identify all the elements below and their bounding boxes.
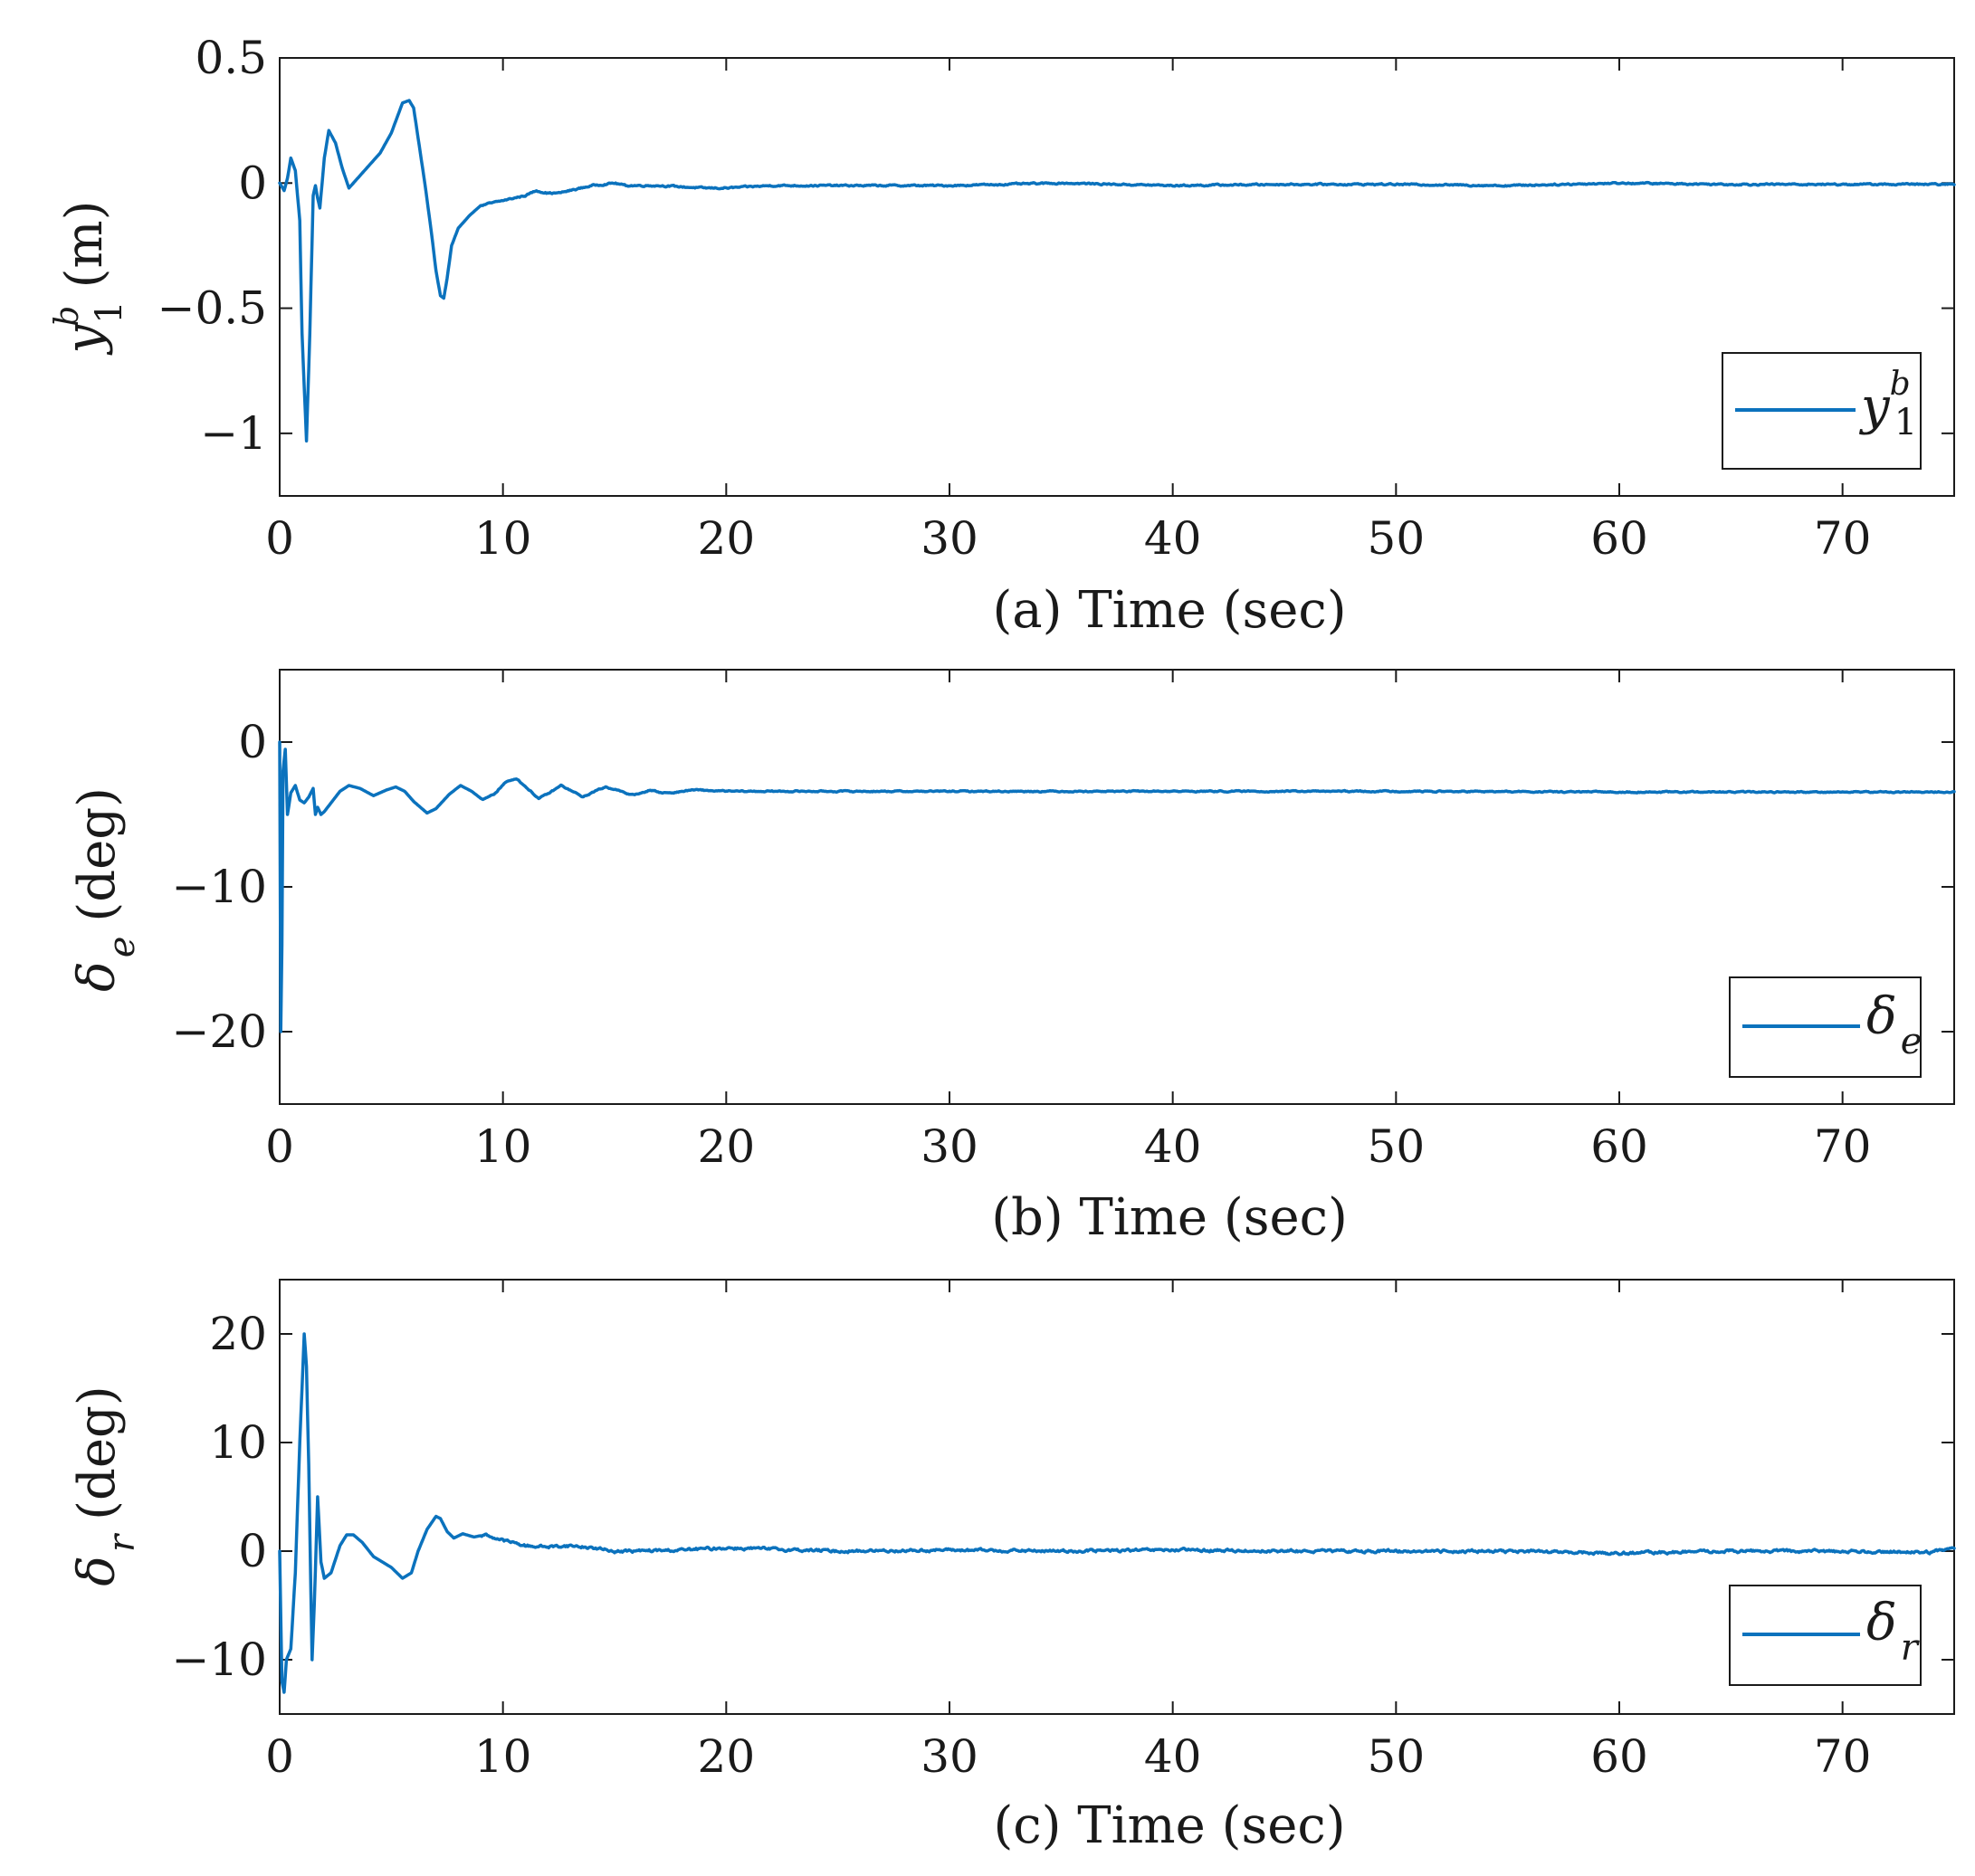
legend-superscript-a: b: [1890, 366, 1911, 403]
y-axis-subscript-a: 1: [89, 300, 130, 323]
y-axis-symbol-c: δ: [68, 1556, 127, 1586]
y-tick-label-c-3: −10: [171, 1633, 267, 1686]
y-tick-label-a-1: 0: [238, 157, 267, 209]
y-axis-unit-a: (m): [55, 201, 114, 289]
x-tick-label-c-40: 40: [1144, 1730, 1202, 1783]
y-axis-subscript-c: r: [101, 1532, 143, 1552]
y-axis-unit-b: (deg): [68, 787, 127, 922]
legend-label-a: yb 1: [1858, 366, 1917, 443]
x-tick-label-b-10: 10: [474, 1120, 532, 1173]
x-tick-label-b-50: 50: [1368, 1120, 1426, 1173]
x-tick-label-b-60: 60: [1590, 1120, 1648, 1173]
y-tick-label-a-0: 0.5: [195, 32, 267, 84]
y-ticks-c: 20 10 0 −10: [171, 1308, 1954, 1686]
x-tick-label-a-40: 40: [1144, 512, 1202, 565]
y-axis-label-c: δr (deg): [68, 1386, 143, 1586]
legend-subscript-a: 1: [1894, 402, 1917, 443]
panel-a: 0 10 20 30 40 50 60 70 0.5 0 −0.5 −1 (a) Time (sec…: [49, 32, 1956, 640]
x-tick-label-c-30: 30: [921, 1730, 978, 1783]
y-tick-label-c-2: 0: [238, 1525, 267, 1577]
plot-frame-b: [279, 669, 1955, 1105]
legend-symbol-b: δ: [1866, 987, 1897, 1046]
series-line-delta-e: [278, 740, 1956, 1033]
x-tick-label-a-20: 20: [698, 512, 756, 565]
x-tick-label-a-0: 0: [265, 512, 294, 565]
legend-subscript-c: r: [1901, 1627, 1921, 1669]
y-ticks-b: 0 −10 −20: [171, 716, 1954, 1058]
plot-frame-c: [279, 1279, 1955, 1715]
y-axis-superscript-a: b: [49, 306, 86, 327]
x-tick-label-c-10: 10: [474, 1730, 532, 1783]
y-axis-symbol-b: δ: [68, 961, 127, 992]
series-line-y1b: [278, 99, 1956, 443]
y-axis-subscript-b: e: [101, 937, 143, 958]
x-tick-label-c-0: 0: [265, 1730, 294, 1783]
y-axis-label-a: yb1 (m): [49, 201, 130, 357]
x-ticks-a: 0 10 20 30 40 50 60 70: [265, 58, 1871, 565]
y-ticks-a: 0.5 0 −0.5 −1: [157, 32, 1954, 460]
series-line-delta-r: [278, 1332, 1956, 1694]
y-tick-label-b-1: −10: [171, 861, 267, 913]
legend-subscript-b: e: [1901, 1021, 1923, 1062]
y-tick-label-a-2: −0.5: [157, 282, 267, 335]
y-tick-label-a-3: −1: [200, 407, 267, 460]
x-tick-label-c-20: 20: [698, 1730, 756, 1783]
x-tick-label-b-70: 70: [1814, 1120, 1872, 1173]
x-tick-label-b-0: 0: [265, 1120, 294, 1173]
y-tick-label-b-2: −20: [171, 1005, 267, 1058]
panel-b: 0 10 20 30 40 50 60 70 0 −10 −20 (b) Time (sec) δ…: [68, 669, 1956, 1247]
x-axis-label-b: (b) Time (sec): [991, 1188, 1348, 1247]
legend-a: yb 1: [1722, 352, 1922, 470]
y-axis-unit-c: (deg): [68, 1386, 127, 1520]
x-tick-label-a-60: 60: [1590, 512, 1648, 565]
y-tick-label-c-1: 10: [209, 1416, 267, 1469]
x-ticks-c: 0 10 20 30 40 50 60 70: [265, 1280, 1871, 1783]
x-tick-label-a-10: 10: [474, 512, 532, 565]
y-axis-label-b: δe (deg): [68, 787, 143, 992]
x-tick-label-c-50: 50: [1368, 1730, 1426, 1783]
y-tick-label-c-0: 20: [209, 1308, 267, 1360]
plot-frame-a: [279, 57, 1955, 497]
x-tick-label-b-20: 20: [698, 1120, 756, 1173]
x-tick-label-b-40: 40: [1144, 1120, 1202, 1173]
x-tick-label-c-60: 60: [1590, 1730, 1648, 1783]
x-tick-label-a-30: 30: [921, 512, 978, 565]
x-axis-label-c: (c) Time (sec): [993, 1796, 1345, 1855]
x-axis-label-a: (a) Time (sec): [992, 581, 1346, 640]
x-tick-label-b-30: 30: [921, 1120, 978, 1173]
y-tick-label-b-0: 0: [238, 716, 267, 768]
y-axis-symbol-a: y: [55, 323, 114, 356]
x-tick-label-c-70: 70: [1814, 1730, 1872, 1783]
legend-symbol-c: δ: [1866, 1594, 1897, 1652]
x-tick-label-a-70: 70: [1814, 512, 1872, 565]
x-ticks-b: 0 10 20 30 40 50 60 70: [265, 670, 1871, 1173]
x-tick-label-a-50: 50: [1368, 512, 1426, 565]
legend-symbol-a: y: [1858, 377, 1891, 436]
